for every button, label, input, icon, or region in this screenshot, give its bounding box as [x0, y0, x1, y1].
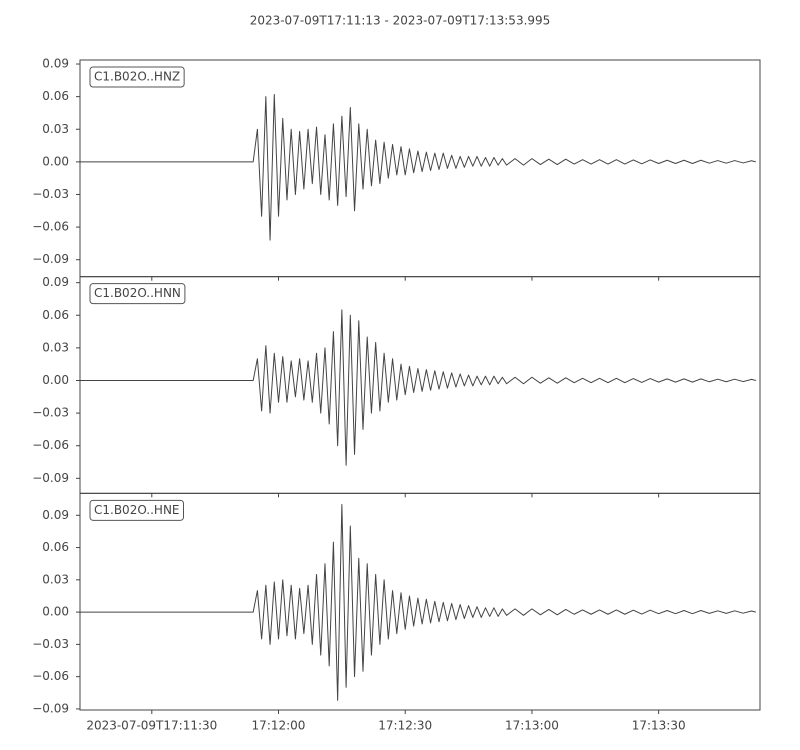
y-tick-label: −0.03 [32, 187, 69, 201]
y-tick-label: 0.06 [42, 308, 69, 322]
y-tick-label: −0.03 [32, 637, 69, 651]
trace-label: C1.B02O..HNN [94, 286, 181, 300]
waveform [80, 309, 756, 466]
y-tick-label: 0.06 [42, 540, 69, 554]
trace-label-box [89, 283, 186, 305]
x-tick-label: 17:12:30 [378, 719, 432, 733]
x-tick-label: 17:13:30 [632, 719, 686, 733]
trace-label: C1.B02O..HNZ [94, 70, 180, 84]
y-tick-label: −0.03 [32, 406, 69, 420]
waveform [80, 504, 756, 701]
y-tick-label: 0.00 [42, 605, 69, 619]
y-tick-label: 0.09 [42, 275, 69, 289]
y-tick-label: 0.00 [42, 154, 69, 168]
y-tick-label: −0.06 [32, 669, 69, 683]
y-tick-label: 0.09 [42, 57, 69, 71]
panel-frame [79, 59, 761, 278]
trace-label: C1.B02O..HNE [94, 503, 180, 517]
y-tick-label: 0.03 [42, 340, 69, 354]
y-tick-label: −0.09 [32, 252, 69, 266]
x-tick-label: 17:13:00 [505, 719, 559, 733]
y-tick-label: −0.06 [32, 438, 69, 452]
y-tick-label: −0.09 [32, 701, 69, 715]
y-tick-label: −0.09 [32, 471, 69, 485]
panel-frame [79, 492, 761, 711]
x-tick-label: 2023-07-09T17:11:30 [86, 719, 217, 733]
y-tick-label: 0.00 [42, 373, 69, 387]
y-tick-label: 0.03 [42, 122, 69, 136]
y-tick-label: 0.03 [42, 572, 69, 586]
trace-label-box [89, 66, 185, 88]
x-tick-label: 17:12:00 [252, 719, 306, 733]
waveform [80, 93, 756, 241]
panel-frame [79, 276, 761, 494]
trace-label-box [89, 499, 184, 521]
chart-title: 2023-07-09T17:11:13 - 2023-07-09T17:13:5… [250, 14, 551, 28]
y-tick-label: 0.06 [42, 89, 69, 103]
y-tick-label: −0.06 [32, 220, 69, 234]
y-tick-label: 0.09 [42, 508, 69, 522]
